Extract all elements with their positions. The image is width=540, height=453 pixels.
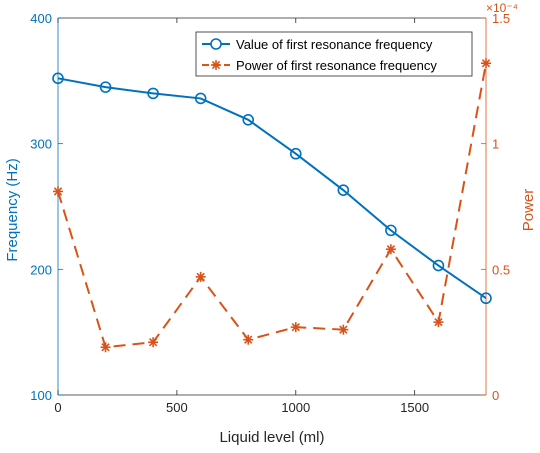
y-right-tick-label: 1.5 xyxy=(492,11,510,26)
x-axis-label: Liquid level (ml) xyxy=(219,429,324,446)
y-axis-right-exponent: ×10⁻⁴ xyxy=(486,1,518,15)
data-point xyxy=(480,292,492,305)
y-axis-right-label: Power xyxy=(520,189,537,232)
marker-stroke xyxy=(148,338,158,347)
y-left-tick-label: 400 xyxy=(30,11,52,26)
data-point xyxy=(289,147,302,160)
data-point xyxy=(53,186,63,197)
plot-frame xyxy=(57,17,487,396)
legend-swatch-marker xyxy=(211,60,221,70)
data-point xyxy=(242,113,255,126)
legend-label: Value of first resonance frequency xyxy=(236,37,433,52)
y-axis-right: 0 0.5 1 1.5 xyxy=(481,11,510,403)
y-right-tick-label: 0.5 xyxy=(492,262,510,277)
y-left-tick-label: 300 xyxy=(30,137,52,152)
data-point xyxy=(433,317,444,328)
y-left-tick-label: 200 xyxy=(30,262,52,277)
legend-item: Power of first resonance frequency xyxy=(202,58,437,73)
y-axis-left-label: Frequency (Hz) xyxy=(4,158,21,261)
marker-stroke xyxy=(481,59,491,68)
series-layer xyxy=(52,58,492,353)
data-point xyxy=(52,72,64,85)
data-point xyxy=(432,259,445,272)
marker-stroke xyxy=(196,272,205,282)
marker-stroke xyxy=(434,317,443,327)
marker-stroke xyxy=(386,245,396,254)
x-tick-label: 1500 xyxy=(400,400,429,415)
y-axis-left: 100 200 300 400 xyxy=(30,11,63,403)
y-right-tick-label: 1 xyxy=(492,137,499,152)
plot-area xyxy=(58,18,486,395)
legend: Value of first resonance frequency Power … xyxy=(195,31,473,77)
series-1 xyxy=(52,72,492,305)
series-2 xyxy=(53,58,491,353)
data-point xyxy=(481,58,491,69)
marker-stroke xyxy=(211,60,221,70)
data-point xyxy=(147,87,159,100)
x-axis: 0 500 1000 1500 xyxy=(54,18,429,415)
x-tick-label: 500 xyxy=(166,400,188,415)
data-point xyxy=(99,81,112,93)
data-point xyxy=(385,224,397,237)
legend-item: Value of first resonance frequency xyxy=(202,37,433,52)
data-point xyxy=(290,322,301,333)
y-right-tick-label: 0 xyxy=(492,388,499,403)
x-tick-label: 1000 xyxy=(281,400,310,415)
legend-label: Power of first resonance frequency xyxy=(236,58,437,73)
data-point xyxy=(194,92,207,105)
data-point xyxy=(100,342,111,353)
data-point xyxy=(337,184,350,196)
marker-stroke xyxy=(53,187,63,196)
legend-box xyxy=(195,31,473,77)
marker-stroke xyxy=(291,322,300,332)
marker-stroke xyxy=(339,325,348,334)
legend-swatch-marker xyxy=(210,38,222,50)
data-point xyxy=(385,244,396,255)
y-left-tick-label: 100 xyxy=(30,388,52,403)
data-point xyxy=(243,334,254,345)
marker-stroke xyxy=(244,335,253,344)
marker-stroke xyxy=(101,343,110,352)
x-tick-label: 0 xyxy=(54,400,61,415)
data-point xyxy=(148,337,159,348)
data-point xyxy=(338,324,349,335)
series-line xyxy=(57,77,487,300)
data-point xyxy=(195,271,206,282)
